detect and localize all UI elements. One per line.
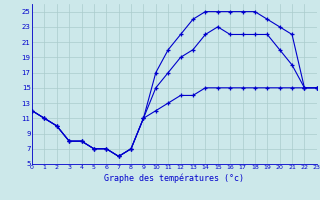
X-axis label: Graphe des températures (°c): Graphe des températures (°c) <box>104 173 244 183</box>
